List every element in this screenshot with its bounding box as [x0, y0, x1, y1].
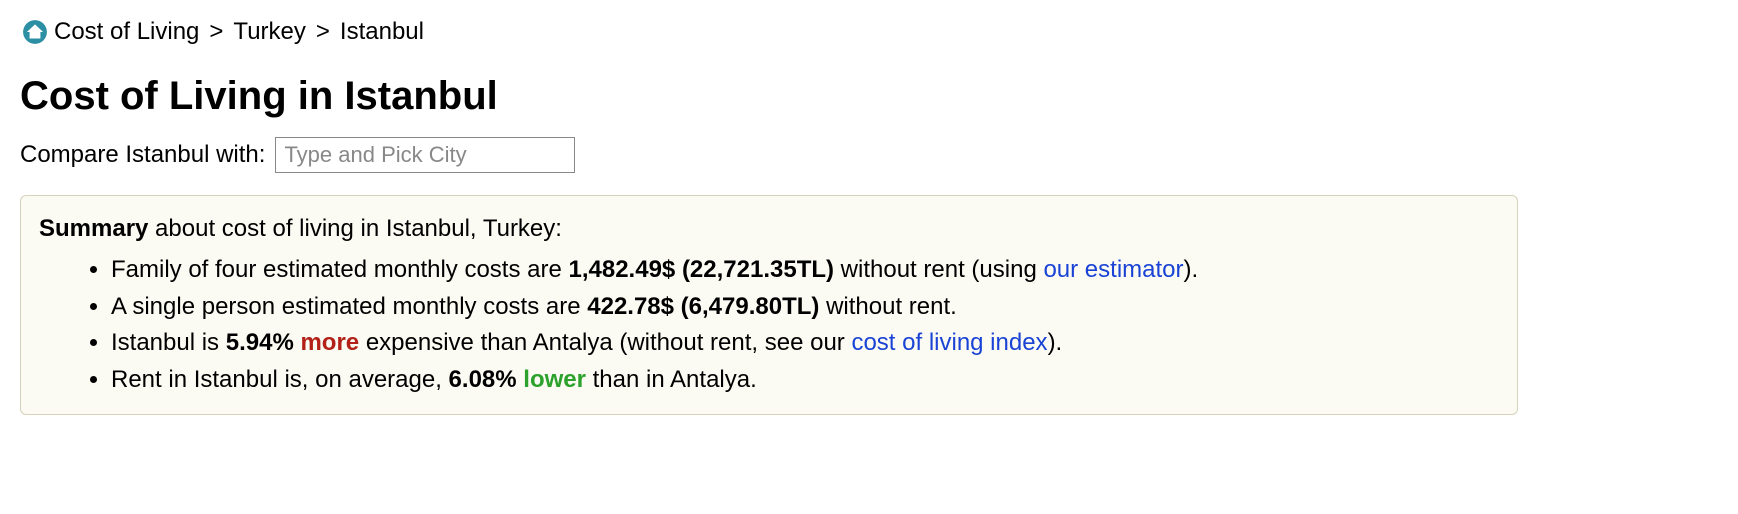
compare-row: Compare Istanbul with:	[20, 137, 1718, 173]
summary-pct: 5.94%	[226, 329, 294, 356]
summary-text: A single person estimated monthly costs …	[111, 293, 587, 320]
summary-text: expensive than Antalya (without rent, se…	[359, 329, 851, 356]
summary-heading: Summary about cost of living in Istanbul…	[39, 212, 1499, 247]
breadcrumb-separator: >	[209, 18, 223, 46]
summary-amount: 1,482.49$ (22,721.35TL)	[569, 256, 835, 283]
breadcrumb-separator: >	[316, 18, 330, 46]
summary-text: than in Antalya.	[586, 366, 757, 393]
summary-more-word: more	[294, 329, 359, 356]
summary-pct: 6.08%	[449, 366, 517, 393]
summary-item-family: Family of four estimated monthly costs a…	[111, 253, 1499, 288]
summary-heading-bold: Summary	[39, 215, 148, 242]
summary-amount: 422.78$ (6,479.80TL)	[587, 293, 819, 320]
summary-text: Family of four estimated monthly costs a…	[111, 256, 569, 283]
breadcrumb-istanbul[interactable]: Istanbul	[340, 18, 424, 46]
summary-heading-rest: about cost of living in Istanbul, Turkey…	[148, 215, 562, 242]
summary-text: ).	[1048, 329, 1063, 356]
home-icon[interactable]	[22, 19, 48, 45]
our-estimator-link[interactable]: our estimator	[1043, 256, 1183, 283]
compare-city-input[interactable]	[275, 137, 575, 173]
summary-text: ).	[1184, 256, 1199, 283]
summary-lower-word: lower	[517, 366, 586, 393]
cost-of-living-index-link[interactable]: cost of living index	[851, 329, 1047, 356]
breadcrumb-turkey[interactable]: Turkey	[233, 18, 305, 46]
summary-text: Rent in Istanbul is, on average,	[111, 366, 449, 393]
summary-text: without rent.	[819, 293, 956, 320]
summary-item-more-expensive: Istanbul is 5.94% more expensive than An…	[111, 326, 1499, 361]
breadcrumb: Cost of Living > Turkey > Istanbul	[22, 18, 1718, 46]
summary-list: Family of four estimated monthly costs a…	[39, 253, 1499, 398]
breadcrumb-cost-of-living[interactable]: Cost of Living	[54, 18, 199, 46]
summary-text: without rent (using	[834, 256, 1043, 283]
summary-box: Summary about cost of living in Istanbul…	[20, 195, 1518, 415]
page-title: Cost of Living in Istanbul	[20, 74, 1718, 119]
summary-item-single: A single person estimated monthly costs …	[111, 290, 1499, 325]
summary-text: Istanbul is	[111, 329, 226, 356]
summary-item-rent-lower: Rent in Istanbul is, on average, 6.08% l…	[111, 363, 1499, 398]
compare-label: Compare Istanbul with:	[20, 141, 265, 169]
